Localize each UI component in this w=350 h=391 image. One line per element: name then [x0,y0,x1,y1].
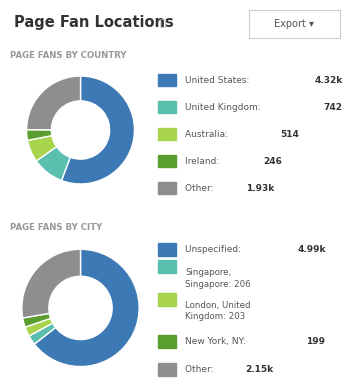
Bar [158,260,176,273]
Text: PAGE FANS BY CITY: PAGE FANS BY CITY [10,223,103,232]
Text: Export ▾: Export ▾ [274,19,314,29]
Bar [158,128,176,140]
Text: Page Fan Locations: Page Fan Locations [14,15,174,30]
Wedge shape [23,313,51,327]
Text: 2.15k: 2.15k [246,365,274,374]
Text: United States:: United States: [186,75,253,84]
Text: 742: 742 [323,102,342,111]
Wedge shape [25,318,53,336]
Text: 4.32k: 4.32k [315,75,343,84]
Wedge shape [29,323,56,344]
Bar [158,335,176,348]
Text: 4.99k: 4.99k [298,245,326,254]
Wedge shape [22,249,80,318]
Text: 199: 199 [306,337,325,346]
Wedge shape [34,249,139,366]
Text: 514: 514 [280,129,299,138]
Wedge shape [62,76,134,184]
Bar [158,101,176,113]
Text: 1.93k: 1.93k [246,183,274,192]
Wedge shape [27,76,80,130]
Text: Australia:: Australia: [186,129,231,138]
Bar [158,74,176,86]
Wedge shape [28,136,57,161]
Text: Singapore,
Singapore: 206: Singapore, Singapore: 206 [186,268,251,289]
Text: United Kingdom:: United Kingdom: [186,102,264,111]
Text: ⓘ: ⓘ [159,18,166,27]
Bar [158,155,176,167]
Bar [158,182,176,194]
Text: 246: 246 [263,156,282,165]
Text: Other:: Other: [186,365,217,374]
Text: London, United
Kingdom: 203: London, United Kingdom: 203 [186,301,251,321]
Text: Other:: Other: [186,183,217,192]
Wedge shape [36,147,70,181]
Bar [158,363,176,376]
Text: New York, NY:: New York, NY: [186,337,249,346]
Bar [158,292,176,306]
Bar [158,243,176,256]
Wedge shape [27,130,52,140]
Text: Unspecified:: Unspecified: [186,245,244,254]
Text: Ireland:: Ireland: [186,156,223,165]
Text: PAGE FANS BY COUNTRY: PAGE FANS BY COUNTRY [10,51,127,60]
